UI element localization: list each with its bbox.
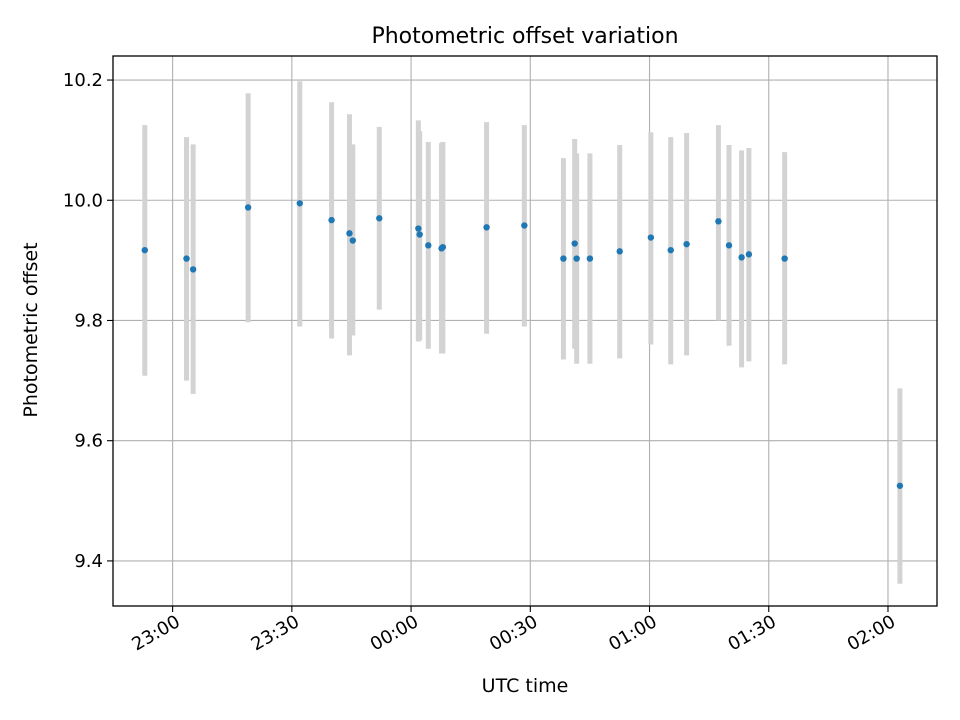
x-tick-label: 23:30	[248, 611, 303, 655]
data-point	[738, 254, 745, 261]
x-tick-label: 23:00	[128, 611, 183, 655]
errorbar-layer	[142, 81, 903, 584]
data-point	[616, 248, 623, 255]
y-axis-label: Photometric offset	[20, 242, 42, 417]
data-point	[560, 255, 567, 262]
y-tick-label: 9.8	[74, 310, 103, 331]
data-point	[141, 246, 148, 254]
data-point	[715, 218, 722, 225]
y-tick-label: 9.4	[74, 551, 103, 572]
x-tick-label: 00:00	[367, 611, 422, 655]
data-point	[896, 482, 904, 489]
y-tick-label: 9.6	[74, 431, 103, 452]
x-tick-label: 02:00	[844, 611, 899, 655]
data-point	[439, 243, 447, 251]
chart-title: Photometric offset variation	[371, 24, 678, 49]
data-point	[586, 255, 594, 262]
data-point	[183, 255, 190, 262]
data-point	[521, 222, 528, 229]
data-point	[244, 204, 252, 211]
x-tick-label: 01:00	[605, 611, 660, 655]
data-point	[667, 246, 674, 254]
data-point	[781, 255, 788, 262]
data-point	[483, 224, 490, 231]
x-tick-label: 01:30	[724, 611, 779, 655]
data-point	[416, 231, 423, 238]
data-point	[745, 251, 753, 258]
data-point	[425, 242, 432, 249]
data-point	[346, 230, 353, 237]
data-point	[683, 240, 690, 248]
point-layer	[141, 200, 904, 489]
x-tick-label: 00:30	[486, 611, 541, 655]
data-point	[571, 240, 578, 247]
y-tick-label: 10.0	[63, 190, 103, 211]
data-point	[296, 200, 303, 207]
y-tick-label: 10.2	[63, 70, 103, 91]
data-point	[328, 216, 335, 224]
data-point	[189, 266, 197, 273]
data-point	[647, 234, 655, 241]
data-point	[573, 255, 580, 262]
data-point	[415, 225, 422, 232]
plot-frame	[112, 55, 938, 607]
x-axis-label: UTC time	[482, 675, 569, 697]
data-point	[725, 242, 733, 249]
data-point	[376, 215, 383, 222]
data-point	[349, 237, 356, 244]
